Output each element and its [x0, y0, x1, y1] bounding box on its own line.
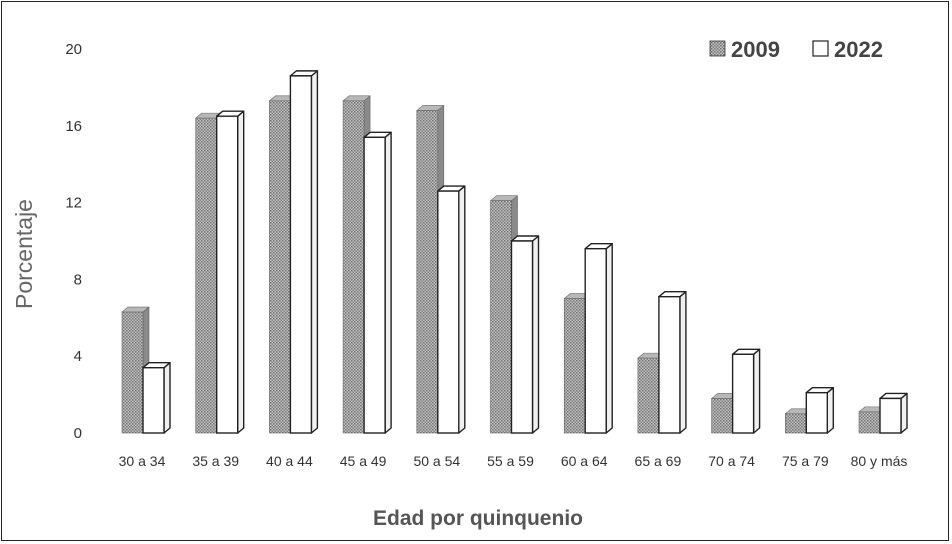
x-tick-label: 55 a 59 — [487, 453, 534, 469]
bar-2022-80-y-más — [879, 392, 908, 434]
bar-2022-70-a-74 — [731, 348, 761, 434]
bar-2022-50-a-54 — [437, 185, 466, 434]
bar-2022-55-a-59 — [510, 235, 540, 434]
y-tick-label: 16 — [65, 118, 82, 135]
x-tick-label: 60 a 64 — [561, 453, 608, 469]
legend-label-2009: 2009 — [731, 37, 780, 62]
y-axis-label: Porcentaje — [11, 199, 37, 309]
bar-2022-75-a-79 — [805, 386, 834, 434]
bar-2022-65-a-69 — [658, 290, 687, 434]
bar-2022-60-a-64 — [584, 242, 613, 434]
x-tick-label: 40 a 44 — [266, 453, 313, 469]
bar-2022-30-a-34 — [142, 362, 171, 434]
bar-2022-45-a-49 — [363, 131, 392, 434]
x-tick-label: 65 a 69 — [635, 453, 682, 469]
y-tick-label: 4 — [74, 348, 82, 365]
legend-swatch-2022 — [812, 40, 829, 57]
bar-2022-35-a-39 — [215, 110, 245, 434]
x-tick-label: 70 a 74 — [708, 453, 755, 469]
y-tick-label: 20 — [65, 41, 82, 58]
x-tick-label: 75 a 79 — [782, 453, 829, 469]
x-tick-label: 35 a 39 — [192, 453, 239, 469]
legend-swatch-2009 — [709, 40, 726, 57]
y-tick-label: 8 — [74, 271, 82, 288]
legend-label-2022: 2022 — [834, 37, 883, 62]
y-tick-label: 12 — [65, 195, 82, 212]
y-tick-label: 0 — [74, 425, 82, 442]
x-tick-label: 45 a 49 — [340, 453, 387, 469]
x-tick-label: 30 a 34 — [119, 453, 166, 469]
legend: 2009 2022 — [709, 37, 883, 62]
x-axis-label: Edad por quinquenio — [373, 507, 583, 530]
x-tick-label: 50 a 54 — [413, 453, 460, 469]
x-tick-label: 80 y más — [851, 453, 908, 469]
bar-2022-40-a-44 — [289, 70, 319, 434]
